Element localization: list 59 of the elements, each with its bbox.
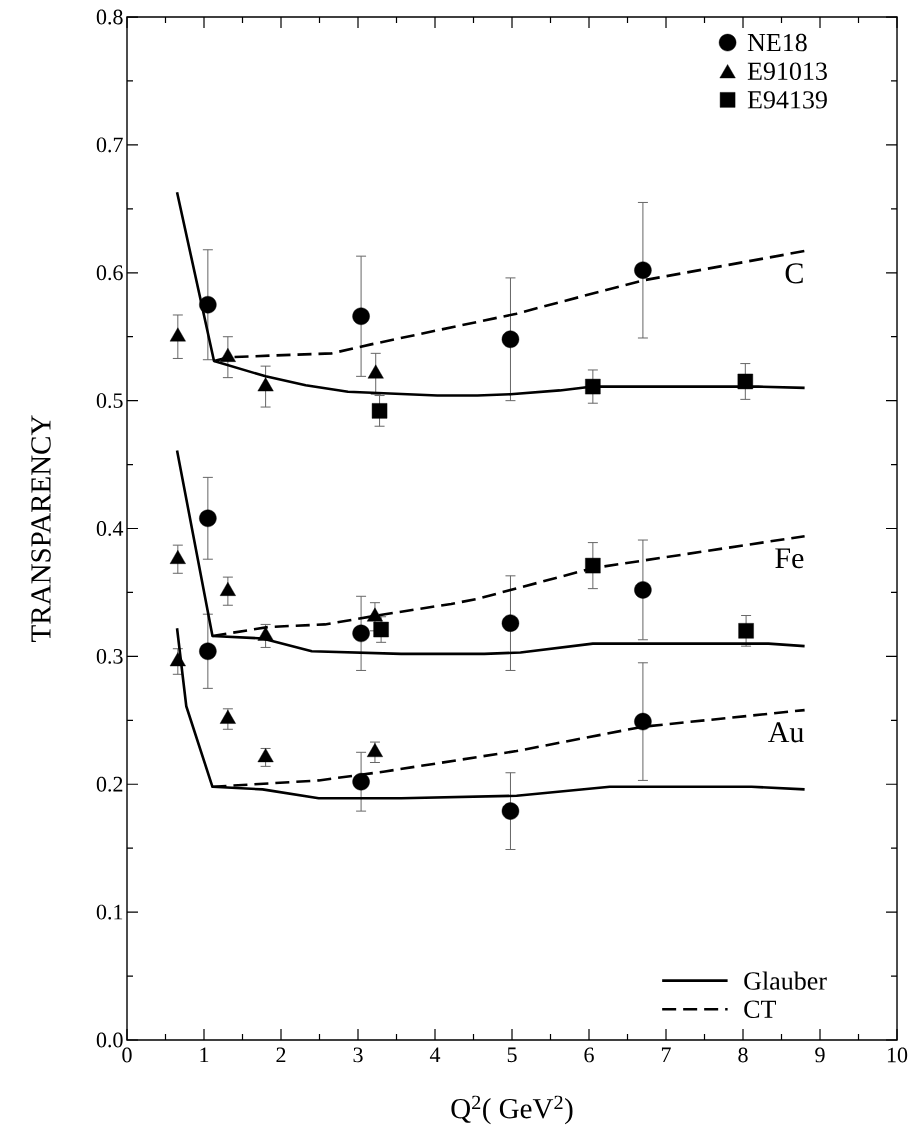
point: [634, 581, 652, 599]
legend-label: Glauber: [744, 971, 827, 990]
point: [199, 642, 217, 660]
x-tick-label: 2: [276, 1047, 286, 1063]
y-tick-label: 0.5: [96, 393, 123, 409]
point: [585, 557, 601, 574]
point: [737, 373, 754, 390]
annotation: Fe: [775, 548, 804, 569]
point: [366, 607, 383, 622]
point: [199, 509, 217, 527]
point: [257, 377, 274, 392]
point: [352, 307, 370, 325]
point: [634, 712, 652, 731]
point: [169, 327, 186, 342]
point: [352, 624, 370, 643]
point: [371, 403, 388, 419]
point: [501, 802, 520, 820]
y-tick-label: 0.2: [96, 776, 123, 792]
point: [501, 330, 520, 348]
x-tick-label: 10: [887, 1047, 908, 1063]
point: [501, 614, 520, 632]
x-tick-label: 0: [122, 1047, 132, 1063]
annotation: C: [785, 263, 803, 284]
point: [634, 261, 652, 279]
x-axis-title: Q$^{2}$( GeV$^{2}$): [451, 1095, 573, 1125]
annotation: Au: [768, 722, 804, 743]
y-axis-title: TRANSPARENCY: [31, 415, 51, 642]
x-tick-label: 6: [584, 1047, 594, 1063]
y-tick-label: 0.6: [96, 265, 123, 281]
y-tick-label: 0.0: [96, 1032, 123, 1048]
x-tick-label: 5: [507, 1047, 517, 1063]
legend-label: E94139: [747, 91, 827, 109]
y-tick-label: 0.1: [96, 904, 123, 920]
y-tick-label: 0.4: [96, 521, 124, 536]
x-tick-label: 8: [738, 1047, 748, 1063]
point: [169, 550, 186, 564]
y-tick-label: 0.7: [96, 137, 123, 153]
x-tick-label: 1: [200, 1047, 209, 1063]
point: [738, 623, 754, 639]
legend-label: E91013: [747, 62, 827, 81]
point: [373, 621, 389, 638]
point: [585, 378, 601, 395]
legend-label: NE18: [747, 33, 807, 52]
y-tick-label: 0.8: [96, 9, 123, 25]
point: [219, 581, 236, 596]
y-tick-label: 0.3: [96, 648, 123, 664]
point: [199, 296, 217, 314]
point: [219, 347, 236, 362]
x-tick-label: 7: [661, 1047, 671, 1062]
x-tick-label: 9: [815, 1047, 825, 1063]
point: [367, 364, 384, 379]
line-series: [175, 190, 806, 397]
x-tick-label: 3: [353, 1047, 363, 1063]
x-tick-label: 4: [429, 1047, 441, 1063]
point: [257, 748, 274, 763]
line-series: [175, 449, 806, 656]
point: [352, 773, 370, 791]
legend-label: CT: [744, 1000, 776, 1019]
point: [169, 652, 186, 667]
